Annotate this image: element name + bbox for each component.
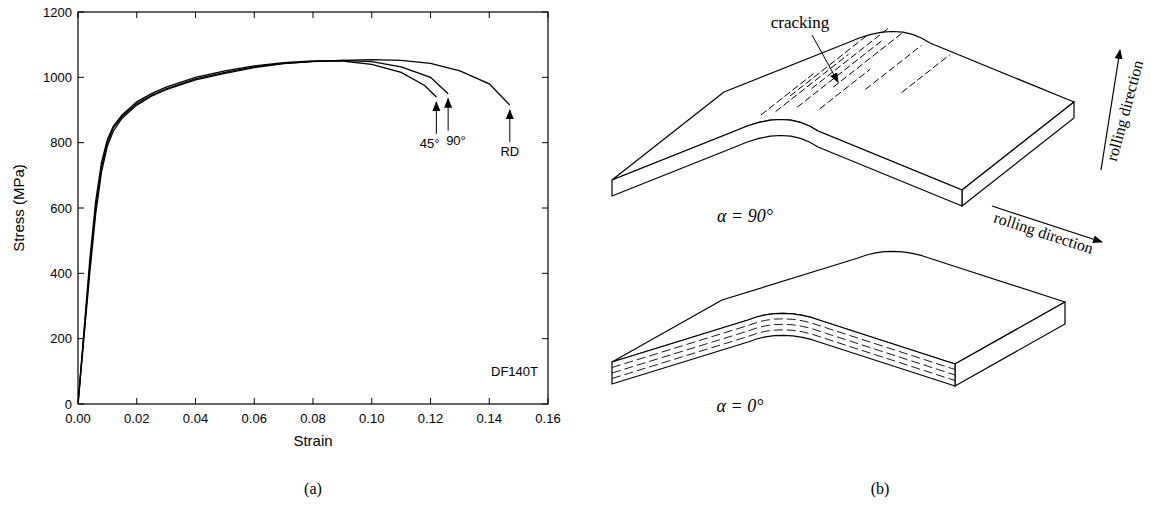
x-tick-label: 0.00 [65,411,90,426]
fiber-line [612,324,955,375]
y-tick-right [542,208,548,209]
x-tick-label: 0.14 [477,411,502,426]
x-axis-title: Strain [293,432,332,449]
plate-90 [612,27,1074,206]
alpha-label: α = 0° [717,396,764,416]
crack [902,55,950,93]
curve-label: 45° [420,136,440,151]
y-tick [78,273,84,274]
crack [776,54,849,111]
curve-label: RD [500,144,519,159]
plate-front [612,313,955,386]
fiber-line [612,319,955,370]
plot-area [78,60,510,404]
y-tick-right [542,404,548,405]
x-tick [313,398,314,404]
panel-label: (a) [304,480,322,498]
x-tick-label: 0.06 [242,411,267,426]
direction-arrow [992,206,1102,242]
crack [797,41,881,107]
x-tick-top [313,12,314,18]
direction-label: rolling direction [992,209,1096,258]
x-tick [489,398,490,404]
y-axis-title: Stress (MPa) [10,164,27,252]
x-tick [136,398,137,404]
y-tick [78,142,84,143]
bending-diagram: cracking α = 90° rolling direction α = 0° ro… [612,13,1147,416]
figure: 0.00 0.02 0.04 0.06 0.08 0.10 0.12 0.14 0.16 0 200… [0,0,1151,508]
x-tick-label: 0.10 [359,411,384,426]
y-tick-label: 0 [65,397,72,412]
direction-label: rolling direction [1103,58,1147,163]
plate-end [955,302,1065,386]
crack [865,45,921,89]
y-tick-right [542,12,548,13]
annotation: DF140T [491,364,538,379]
x-tick-label: 0.02 [124,411,149,426]
panel-label: (b) [871,480,890,498]
x-tick-label: 0.12 [418,411,443,426]
alpha-label: α = 90° [717,206,773,226]
curve-labels: 45° 90° RD [420,99,520,159]
x-tick-top [548,12,549,18]
y-tick-label: 1000 [43,70,72,85]
y-tick-right [542,338,548,339]
crack [761,74,814,115]
x-tick [548,398,549,404]
stress-strain-curve [78,60,510,404]
x-tick-top [195,12,196,18]
y-tick-label: 400 [50,266,72,281]
crack [833,32,904,87]
crack [820,69,870,109]
x-tick-top [489,12,490,18]
plate-front [612,120,962,207]
x-tick-top [136,12,137,18]
x-tick [254,398,255,404]
plate-0 [612,251,1065,386]
y-tick [78,208,84,209]
y-tick-right [542,273,548,274]
plate-end [962,102,1074,206]
y-tick [78,404,84,405]
cracking-pointer [812,35,838,82]
x-tick-label: 0.16 [535,411,560,426]
x-tick-top [371,12,372,18]
axes: 0.00 0.02 0.04 0.06 0.08 0.10 0.12 0.14 0.16 0 200… [10,5,561,450]
x-tick [430,398,431,404]
cracking-label: cracking [771,13,830,32]
y-tick-label: 200 [50,331,72,346]
y-tick [78,77,84,78]
y-tick-label: 800 [50,135,72,150]
x-tick-top [254,12,255,18]
stress-strain-curve [78,60,448,404]
x-tick [195,398,196,404]
arrow [509,110,510,142]
direction-arrow [1101,50,1120,170]
y-tick [78,12,84,13]
x-tick-top [430,12,431,18]
y-tick-label: 1200 [43,5,72,20]
crack [790,34,868,96]
x-tick-label: 0.04 [183,411,208,426]
x-tick-top [78,12,79,18]
y-tick-right [542,77,548,78]
arrow [436,102,437,134]
y-tick-label: 600 [50,201,72,216]
arrow [448,99,449,131]
y-tick-right [542,142,548,143]
stress-strain-curve [78,61,436,404]
curve-label: 90° [446,133,466,148]
x-tick [371,398,372,404]
x-tick-label: 0.08 [300,411,325,426]
plot-frame [78,12,548,404]
fiber-line [612,330,955,381]
